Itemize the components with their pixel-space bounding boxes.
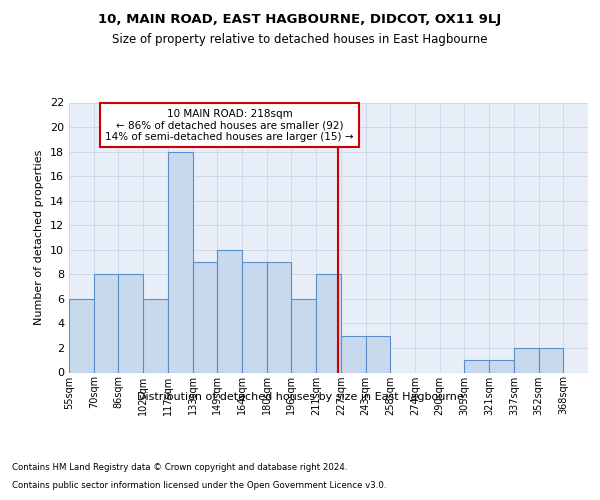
Text: 10, MAIN ROAD, EAST HAGBOURNE, DIDCOT, OX11 9LJ: 10, MAIN ROAD, EAST HAGBOURNE, DIDCOT, O…	[98, 12, 502, 26]
Bar	[365, 336, 390, 372]
Bar	[118, 274, 143, 372]
Text: Contains public sector information licensed under the Open Government Licence v3: Contains public sector information licen…	[12, 481, 386, 490]
Bar	[217, 250, 242, 372]
Bar	[94, 274, 118, 372]
Bar	[168, 152, 193, 372]
Bar	[341, 336, 365, 372]
Bar	[143, 299, 168, 372]
Bar	[464, 360, 489, 372]
Bar	[539, 348, 563, 372]
Text: Distribution of detached houses by size in East Hagbourne: Distribution of detached houses by size …	[137, 392, 463, 402]
Text: 10 MAIN ROAD: 218sqm
← 86% of detached houses are smaller (92)
14% of semi-detac: 10 MAIN ROAD: 218sqm ← 86% of detached h…	[106, 108, 354, 142]
Bar	[69, 299, 94, 372]
Bar	[316, 274, 341, 372]
Text: Size of property relative to detached houses in East Hagbourne: Size of property relative to detached ho…	[112, 32, 488, 46]
Bar	[514, 348, 539, 372]
Bar	[292, 299, 316, 372]
Bar	[489, 360, 514, 372]
Bar	[242, 262, 267, 372]
Y-axis label: Number of detached properties: Number of detached properties	[34, 150, 44, 325]
Bar	[193, 262, 217, 372]
Bar	[267, 262, 292, 372]
Text: Contains HM Land Registry data © Crown copyright and database right 2024.: Contains HM Land Registry data © Crown c…	[12, 462, 347, 471]
